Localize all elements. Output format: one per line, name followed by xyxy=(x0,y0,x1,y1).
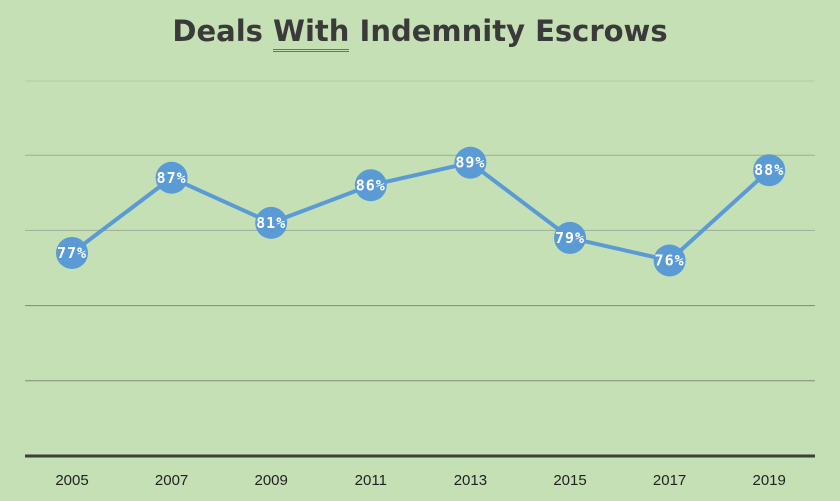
data-point xyxy=(454,146,487,179)
data-point xyxy=(554,221,586,254)
x-tick-label: 2007 xyxy=(155,472,188,489)
data-point xyxy=(653,244,686,277)
chart-title-part: Indemnity Escrows xyxy=(349,14,668,48)
data-label: 86% xyxy=(356,176,386,194)
data-label: 79% xyxy=(555,229,585,247)
x-tick-label: 2015 xyxy=(553,472,586,489)
x-tick-label: 2005 xyxy=(55,472,88,489)
x-tick-label: 2013 xyxy=(454,472,487,489)
x-tick-label: 2009 xyxy=(255,472,288,489)
data-point xyxy=(255,206,288,239)
data-label: 76% xyxy=(655,251,685,269)
data-point xyxy=(56,236,88,269)
data-point xyxy=(354,169,387,202)
x-tick-label: 2011 xyxy=(355,472,387,489)
x-tick-label: 2017 xyxy=(653,472,686,489)
chart-title-part: With xyxy=(273,14,350,52)
x-tick-label: 2019 xyxy=(753,472,786,489)
data-point xyxy=(155,161,188,194)
chart-title: Deals With Indemnity Escrows xyxy=(0,14,840,52)
series-line xyxy=(70,160,771,263)
data-point xyxy=(753,154,786,187)
data-label: 81% xyxy=(256,214,286,232)
data-label: 87% xyxy=(157,169,187,187)
data-label: 77% xyxy=(57,244,87,262)
data-label: 89% xyxy=(455,154,485,172)
chart-title-part: Deals xyxy=(172,14,273,48)
data-label: 88% xyxy=(754,161,784,179)
